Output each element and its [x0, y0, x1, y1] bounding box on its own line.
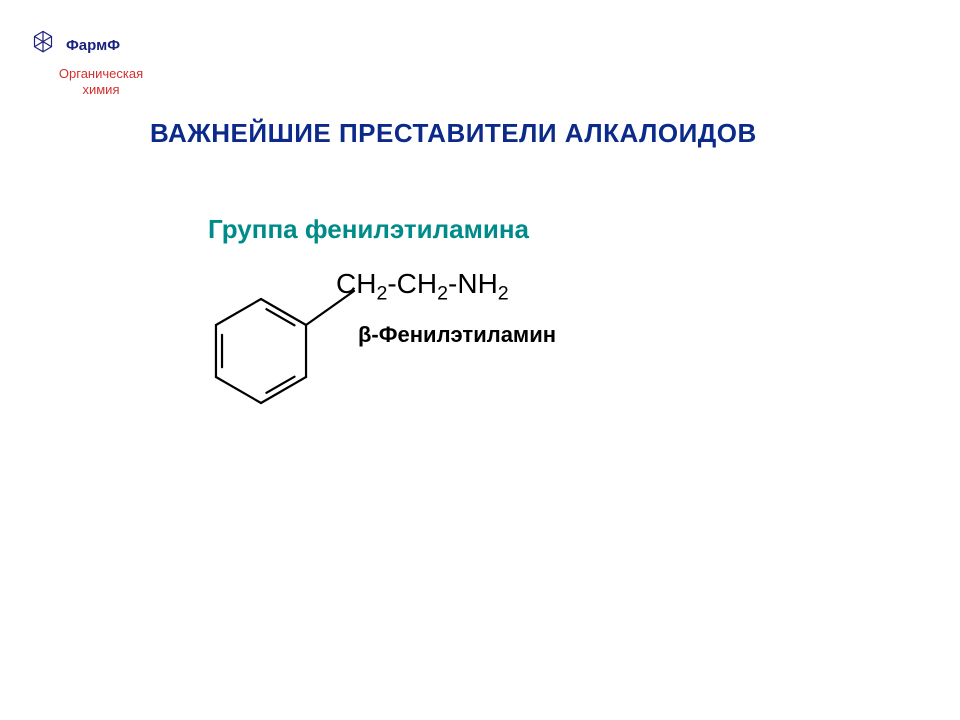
molecular-formula: CH2-CH2-NH2	[336, 268, 509, 306]
molecule-diagram: CH2-CH2-NH2 β-Фенилэтиламин	[186, 256, 666, 436]
group-subtitle: Группа фенилэтиламина	[208, 214, 529, 245]
logo-subtitle: Органическая химия	[26, 66, 176, 99]
page-title: ВАЖНЕЙШИЕ ПРЕСТАВИТЕЛИ АЛКАЛОИДОВ	[150, 118, 757, 149]
logo-brand-text: ФармФ	[66, 37, 120, 54]
logo-subtitle-line1: Органическая	[59, 66, 143, 81]
logo-subtitle-line2: химия	[82, 82, 119, 97]
logo-block: ФармФ Органическая химия	[26, 28, 176, 99]
logo-row: ФармФ	[26, 28, 176, 62]
compound-name: β-Фенилэтиламин	[358, 322, 556, 348]
adamantane-icon	[26, 28, 60, 62]
